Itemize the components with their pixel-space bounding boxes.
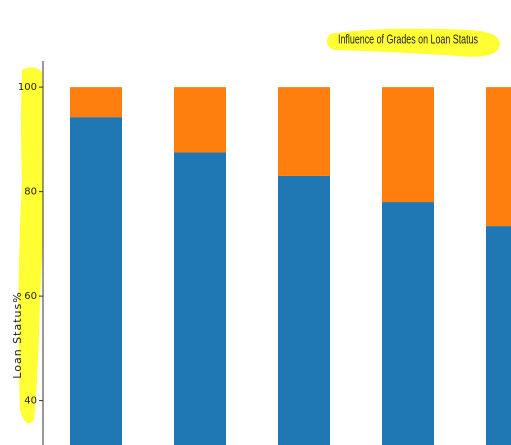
y-axis-label: Loan Status%	[11, 291, 24, 378]
bar-segment	[382, 202, 434, 445]
bar-segment	[70, 117, 122, 445]
bar-segment	[174, 87, 226, 153]
bar-segment	[486, 87, 511, 227]
highlight	[18, 67, 44, 424]
bar-segment	[382, 87, 434, 203]
bar-segment	[70, 87, 122, 118]
bar-segment	[486, 226, 511, 445]
chart-title: Influence of Grades on Loan Status	[338, 31, 478, 46]
bar-segment	[278, 87, 330, 176]
y-tick-label: 80	[24, 187, 37, 198]
y-tick-label: 100	[18, 82, 37, 93]
y-tick-label: 60	[24, 291, 37, 302]
highlight	[326, 28, 500, 57]
bar-segment	[174, 152, 226, 445]
bar-segment	[278, 175, 330, 445]
y-tick-label: 40	[24, 396, 37, 407]
plot-area	[70, 87, 511, 445]
